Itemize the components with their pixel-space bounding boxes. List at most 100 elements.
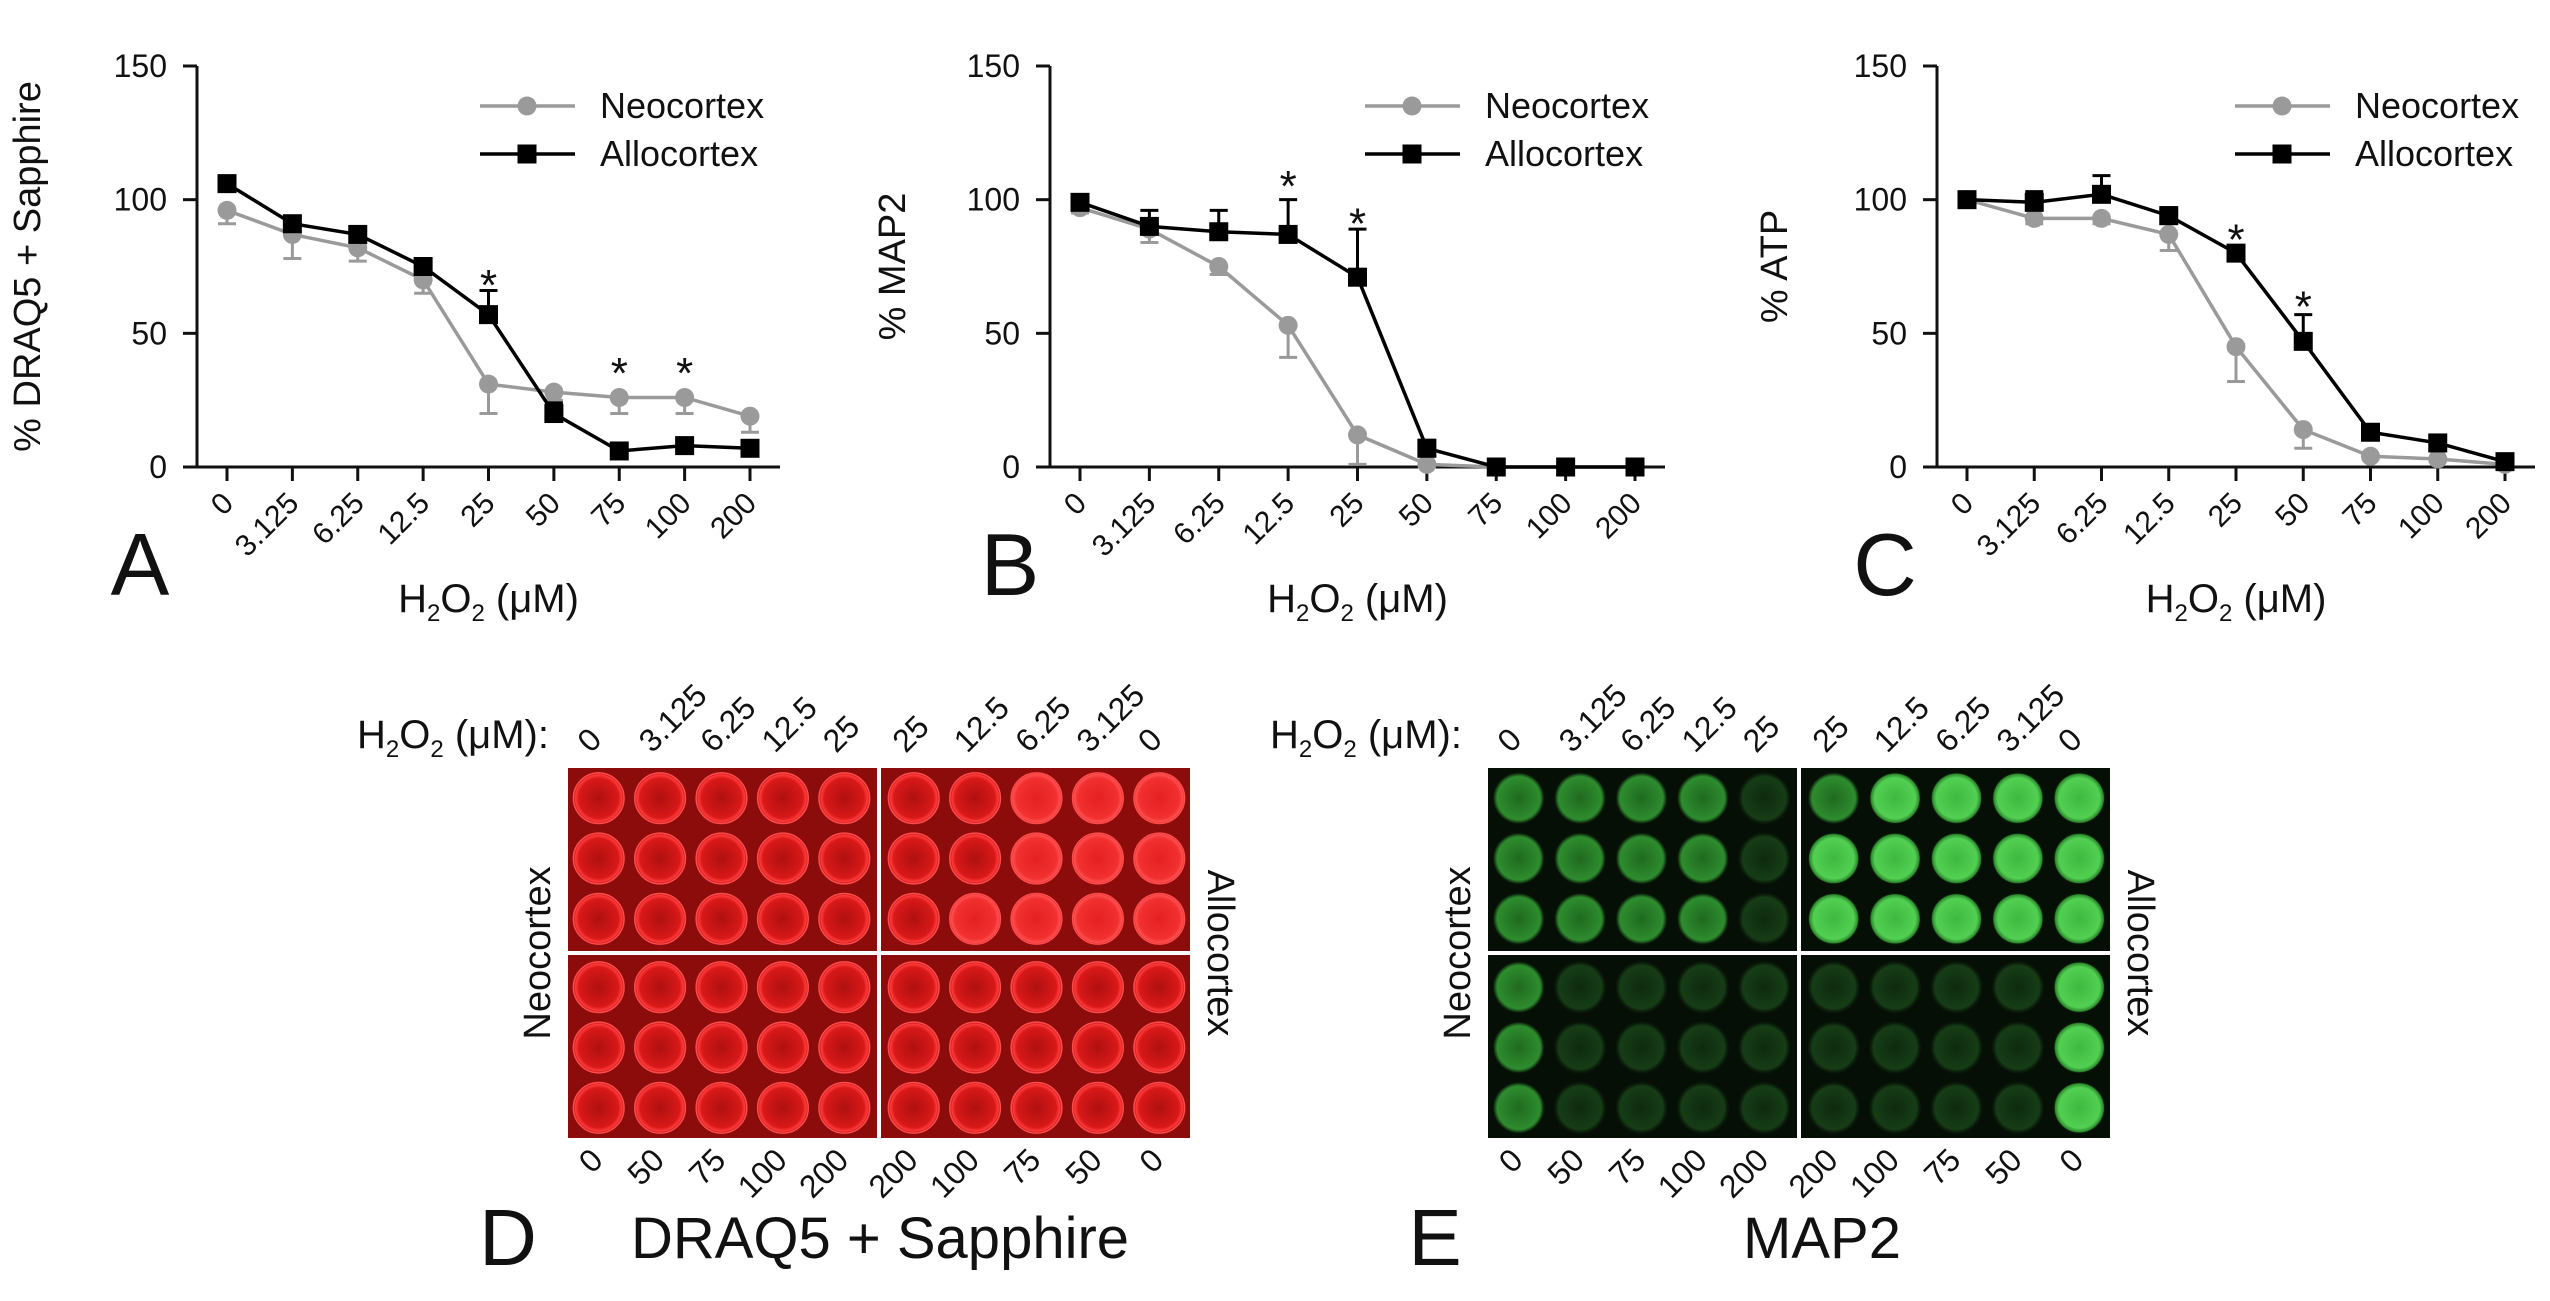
plate-well xyxy=(1992,961,2044,1014)
panel-label: D xyxy=(479,1193,537,1282)
plate-well xyxy=(1992,772,2044,825)
series-allocortex xyxy=(1070,192,1645,477)
series-allocortex xyxy=(217,174,760,461)
x-tick-label: 0 xyxy=(1945,487,1980,522)
plate-well xyxy=(1010,892,1063,945)
plate-well xyxy=(887,772,940,825)
plate-well xyxy=(695,1081,748,1134)
formula-text: O xyxy=(1309,577,1340,621)
plate-well xyxy=(1738,832,1791,885)
plate-top-label: 12.5 xyxy=(947,689,1016,758)
plate-well xyxy=(1807,772,1860,825)
legend-label: Allocortex xyxy=(1485,133,1643,174)
plate-top-label: 12.5 xyxy=(1674,689,1743,758)
plate-bottom-label: 75 xyxy=(682,1141,733,1192)
data-point xyxy=(282,214,302,234)
plate-well xyxy=(1677,961,1729,1014)
x-tick-label: 200 xyxy=(2459,487,2518,546)
y-tick-label: 50 xyxy=(1871,315,1907,351)
plate-bottom-label: 100 xyxy=(1651,1141,1714,1204)
x-tick-label: 25 xyxy=(1324,487,1371,534)
plate-bottom-label: 75 xyxy=(1917,1141,1968,1192)
plate-top-label: 25 xyxy=(885,708,936,759)
formula-subscript: 2 xyxy=(1340,600,1353,627)
plate-well xyxy=(949,772,1002,825)
formula-text: H xyxy=(1270,713,1299,757)
data-point xyxy=(2495,452,2515,472)
plate-well xyxy=(572,1081,625,1134)
plate-bottom-label: 0 xyxy=(1132,1141,1170,1179)
legend-marker xyxy=(2272,96,2292,116)
significance-star: * xyxy=(2227,215,2244,264)
plate-well xyxy=(572,1021,625,1074)
legend-label: Neocortex xyxy=(2355,85,2519,126)
plate-well xyxy=(634,1021,687,1074)
plate-well xyxy=(1738,892,1791,945)
data-point xyxy=(740,406,760,426)
plate-bottom-label: 100 xyxy=(731,1141,794,1204)
plate-well xyxy=(756,772,809,825)
formula-text: H xyxy=(357,713,386,757)
plate-top-label: 25 xyxy=(1736,708,1787,759)
significance-star: * xyxy=(1349,199,1366,248)
plate-well xyxy=(1807,1081,1860,1134)
significance-star: * xyxy=(676,349,693,398)
plate-well xyxy=(634,1081,687,1134)
y-tick-label: 150 xyxy=(114,48,167,84)
x-tick-label: 6.25 xyxy=(2050,487,2115,552)
plate-well xyxy=(1992,832,2044,885)
legend-label: Allocortex xyxy=(600,133,758,174)
plate-well xyxy=(1869,1081,1921,1134)
plate-bottom-label: 75 xyxy=(1602,1141,1653,1192)
panel-label: E xyxy=(1408,1193,1461,1282)
plate-well xyxy=(634,832,687,885)
plate-well xyxy=(1807,961,1860,1014)
plate-well xyxy=(818,1081,871,1134)
data-point xyxy=(217,174,237,194)
significance-star: * xyxy=(611,349,628,398)
y-tick-label: 100 xyxy=(114,182,167,218)
formula-subscript: 2 xyxy=(2174,600,2187,627)
data-point xyxy=(1209,222,1229,242)
plate-well xyxy=(1010,772,1063,825)
x-tick-label: 100 xyxy=(1520,487,1579,546)
legend-marker xyxy=(517,144,537,164)
data-point xyxy=(2024,192,2044,212)
data-point xyxy=(1417,454,1437,474)
data-point xyxy=(1348,425,1367,445)
data-point xyxy=(1957,190,1977,210)
significance-star: * xyxy=(2295,282,2312,331)
plate-well xyxy=(1133,772,1186,825)
plate-left-label: Neocortex xyxy=(1437,866,1479,1039)
x-tick-label: 12.5 xyxy=(1236,487,1301,552)
data-point xyxy=(544,404,564,424)
plate-well xyxy=(1738,772,1791,825)
y-tick-label: 50 xyxy=(131,315,167,351)
plate-well xyxy=(1071,1021,1124,1074)
plate-well xyxy=(1010,832,1063,885)
x-axis-label: H2O2 (μM) xyxy=(398,577,579,627)
plate-well xyxy=(1869,832,1921,885)
plate-well xyxy=(634,772,687,825)
formula-subscript: 2 xyxy=(1299,736,1312,763)
plate-well xyxy=(1677,772,1729,825)
x-tick-label: 25 xyxy=(455,487,502,534)
data-point xyxy=(1070,192,1090,212)
series-allocortex xyxy=(1957,174,2515,472)
plate-well xyxy=(1615,1081,1668,1134)
plate-well xyxy=(1615,772,1668,825)
plate-well xyxy=(1492,961,1545,1014)
plate-well xyxy=(1133,1081,1186,1134)
formula-text: (μM) xyxy=(1354,577,1448,621)
plate-well xyxy=(1554,892,1606,945)
significance-star: * xyxy=(480,261,497,310)
plate-bottom-label: 200 xyxy=(1712,1141,1775,1204)
plate-well xyxy=(695,892,748,945)
plate-well xyxy=(1071,961,1124,1014)
plate-well xyxy=(818,832,871,885)
y-tick-label: 150 xyxy=(967,48,1020,84)
data-point xyxy=(675,436,695,456)
data-point xyxy=(413,257,433,276)
plate-well xyxy=(1930,892,1983,945)
plate-well xyxy=(1554,1081,1606,1134)
